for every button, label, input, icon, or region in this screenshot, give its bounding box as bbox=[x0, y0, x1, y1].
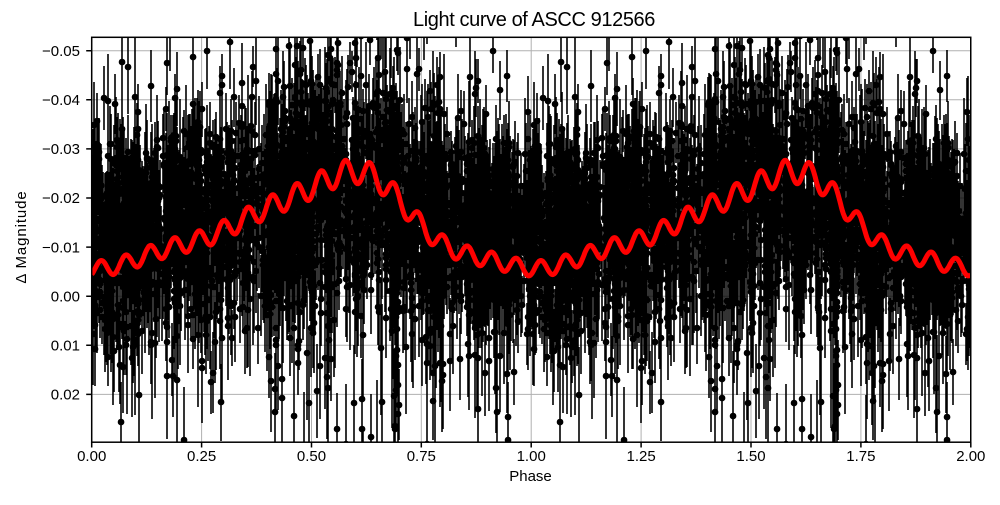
svg-text:0.02: 0.02 bbox=[51, 387, 80, 404]
svg-text:2.00: 2.00 bbox=[956, 448, 985, 465]
svg-text:Light curve of ASCC 912566: Light curve of ASCC 912566 bbox=[413, 9, 655, 31]
svg-text:0.50: 0.50 bbox=[297, 448, 326, 465]
svg-text:1.00: 1.00 bbox=[517, 448, 546, 465]
svg-text:0.00: 0.00 bbox=[51, 288, 80, 305]
svg-text:0.00: 0.00 bbox=[77, 448, 106, 465]
svg-text:0.75: 0.75 bbox=[407, 448, 436, 465]
svg-text:Phase: Phase bbox=[509, 468, 552, 485]
svg-text:Δ Magnitude: Δ Magnitude bbox=[13, 190, 30, 283]
svg-text:0.25: 0.25 bbox=[187, 448, 216, 465]
svg-text:1.50: 1.50 bbox=[736, 448, 765, 465]
svg-text:−0.02: −0.02 bbox=[42, 190, 80, 207]
svg-text:−0.05: −0.05 bbox=[42, 43, 80, 60]
svg-text:0.01: 0.01 bbox=[51, 338, 80, 355]
svg-text:1.25: 1.25 bbox=[626, 448, 655, 465]
svg-text:1.75: 1.75 bbox=[846, 448, 875, 465]
svg-text:−0.04: −0.04 bbox=[42, 92, 80, 109]
svg-text:−0.03: −0.03 bbox=[42, 141, 80, 158]
svg-text:−0.01: −0.01 bbox=[42, 239, 80, 256]
